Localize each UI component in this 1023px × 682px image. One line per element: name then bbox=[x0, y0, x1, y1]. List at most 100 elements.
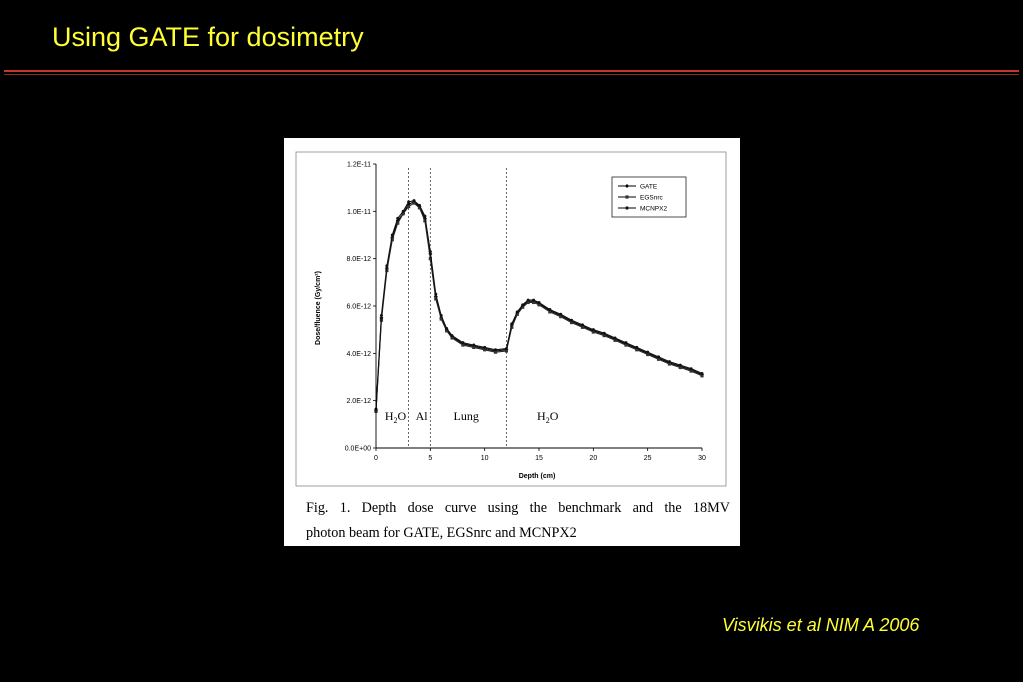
data-point-mcnpx2 bbox=[613, 336, 617, 340]
data-point-mcnpx2 bbox=[646, 350, 650, 354]
x-tick-label: 5 bbox=[428, 455, 432, 462]
data-point-mcnpx2 bbox=[700, 371, 704, 375]
y-tick-label: 8.0E-12 bbox=[346, 256, 371, 263]
x-tick-label: 0 bbox=[374, 455, 378, 462]
data-point-mcnpx2 bbox=[602, 331, 606, 335]
data-point-mcnpx2 bbox=[401, 209, 405, 213]
data-point-mcnpx2 bbox=[521, 303, 525, 307]
data-point-mcnpx2 bbox=[423, 214, 427, 218]
data-point-mcnpx2 bbox=[385, 264, 389, 268]
chart-frame bbox=[295, 151, 727, 487]
region-label: H2O bbox=[537, 409, 559, 425]
data-point-egsnrc bbox=[580, 325, 585, 329]
data-point-egsnrc bbox=[624, 343, 628, 347]
data-point-egsnrc bbox=[428, 257, 432, 261]
x-tick-label: 20 bbox=[589, 455, 597, 462]
data-point-mcnpx2 bbox=[445, 326, 449, 330]
y-tick-label: 0.0E+00 bbox=[345, 446, 371, 453]
data-point-mcnpx2 bbox=[624, 341, 628, 345]
data-point-egsnrc bbox=[445, 329, 449, 333]
data-point-mcnpx2 bbox=[559, 312, 563, 316]
region-label: Al bbox=[416, 409, 429, 423]
data-point-egsnrc bbox=[646, 352, 650, 357]
data-point-egsnrc bbox=[548, 310, 552, 314]
region-label: Lung bbox=[454, 409, 479, 423]
data-point-egsnrc bbox=[613, 338, 617, 342]
data-point-egsnrc bbox=[570, 320, 574, 325]
data-point-mcnpx2 bbox=[428, 250, 432, 254]
data-point-mcnpx2 bbox=[532, 298, 536, 302]
data-point-mcnpx2 bbox=[526, 298, 530, 302]
data-point-mcnpx2 bbox=[678, 363, 682, 367]
data-point-egsnrc bbox=[678, 365, 682, 370]
slide-title: Using GATE for dosimetry bbox=[52, 22, 364, 52]
data-point-mcnpx2 bbox=[591, 328, 595, 332]
data-point-mcnpx2 bbox=[396, 216, 400, 220]
data-point-egsnrc bbox=[700, 374, 704, 378]
x-tick-label: 15 bbox=[535, 455, 543, 462]
data-point-mcnpx2 bbox=[504, 347, 508, 351]
data-point-egsnrc bbox=[401, 212, 405, 216]
data-point-mcnpx2 bbox=[515, 310, 519, 314]
data-point-egsnrc bbox=[515, 312, 519, 316]
caption-line-2: photon beam for GATE, EGSnrc and MCNPX2 bbox=[306, 525, 577, 541]
data-point-egsnrc bbox=[412, 201, 416, 205]
caption-line-1: Fig. 1. Depth dose curve using the bench… bbox=[306, 500, 730, 516]
data-point-egsnrc bbox=[423, 219, 427, 223]
data-point-mcnpx2 bbox=[450, 334, 454, 338]
data-point-mcnpx2 bbox=[407, 200, 411, 204]
data-point-mcnpx2 bbox=[390, 233, 394, 237]
data-point-mcnpx2 bbox=[657, 355, 661, 359]
depth-dose-chart: H2O Al Lung H2O 0.0E+00 2.0E-12 4.0E-12 6.0E-1… bbox=[295, 151, 727, 487]
x-tick-label: 30 bbox=[698, 455, 706, 462]
legend-marker bbox=[625, 195, 629, 199]
data-point-egsnrc bbox=[602, 333, 606, 338]
data-point-mcnpx2 bbox=[570, 318, 574, 322]
data-point-mcnpx2 bbox=[417, 203, 421, 207]
y-axis-title: Dose/fluence (Gy/cm²) bbox=[315, 271, 322, 345]
series-line-egsnrc bbox=[375, 202, 703, 412]
y-tick-label: 2.0E-12 bbox=[346, 398, 371, 405]
figure-caption: Fig. 1. Depth dose curve using the bench… bbox=[306, 496, 730, 546]
data-point-mcnpx2 bbox=[494, 348, 498, 352]
data-point-mcnpx2 bbox=[439, 313, 443, 317]
data-point-mcnpx2 bbox=[548, 308, 552, 312]
data-point-egsnrc bbox=[493, 350, 498, 354]
data-point-egsnrc bbox=[472, 345, 476, 350]
data-point-mcnpx2 bbox=[461, 341, 465, 345]
data-point-egsnrc bbox=[510, 325, 514, 329]
data-point-mcnpx2 bbox=[537, 300, 541, 304]
data-point-mcnpx2 bbox=[379, 313, 383, 317]
data-point-egsnrc bbox=[461, 343, 465, 347]
data-point-egsnrc bbox=[537, 303, 541, 307]
data-point-egsnrc bbox=[439, 317, 443, 321]
data-point-mcnpx2 bbox=[483, 345, 487, 349]
data-point-mcnpx2 bbox=[667, 360, 671, 364]
data-point-egsnrc bbox=[483, 348, 487, 352]
data-point-mcnpx2 bbox=[689, 367, 693, 371]
y-tick-label: 4.0E-12 bbox=[346, 351, 371, 358]
legend-entry-egsnrc: EGSnrc bbox=[640, 194, 664, 201]
title-divider bbox=[4, 70, 1019, 72]
data-point-egsnrc bbox=[531, 300, 536, 305]
legend-marker bbox=[625, 184, 629, 188]
data-point-egsnrc bbox=[559, 315, 563, 319]
x-tick-label: 25 bbox=[644, 455, 652, 462]
data-point-egsnrc bbox=[504, 349, 508, 353]
data-point-egsnrc bbox=[656, 357, 661, 361]
title-divider-secondary bbox=[4, 74, 1019, 75]
x-tick-label: 10 bbox=[481, 455, 489, 462]
legend-marker bbox=[625, 206, 629, 210]
citation: Visvikis et al NIM A 2006 bbox=[722, 615, 920, 635]
y-tick-label: 1.0E-11 bbox=[347, 209, 371, 216]
region-label: H2O bbox=[385, 409, 407, 425]
data-point-mcnpx2 bbox=[510, 322, 514, 326]
data-point-egsnrc bbox=[689, 369, 693, 373]
legend-entry-gate: GATE bbox=[640, 183, 658, 190]
data-point-mcnpx2 bbox=[412, 199, 416, 203]
data-point-mcnpx2 bbox=[434, 292, 438, 296]
legend-entry-mcnpx2: MCNPX2 bbox=[640, 205, 667, 212]
y-tick-label: 6.0E-12 bbox=[346, 304, 371, 311]
data-point-mcnpx2 bbox=[472, 343, 476, 347]
data-point-egsnrc bbox=[396, 221, 400, 225]
